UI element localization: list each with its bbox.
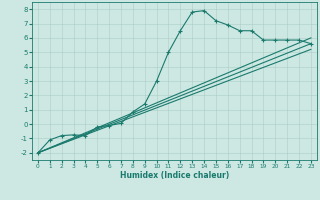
X-axis label: Humidex (Indice chaleur): Humidex (Indice chaleur) [120,171,229,180]
